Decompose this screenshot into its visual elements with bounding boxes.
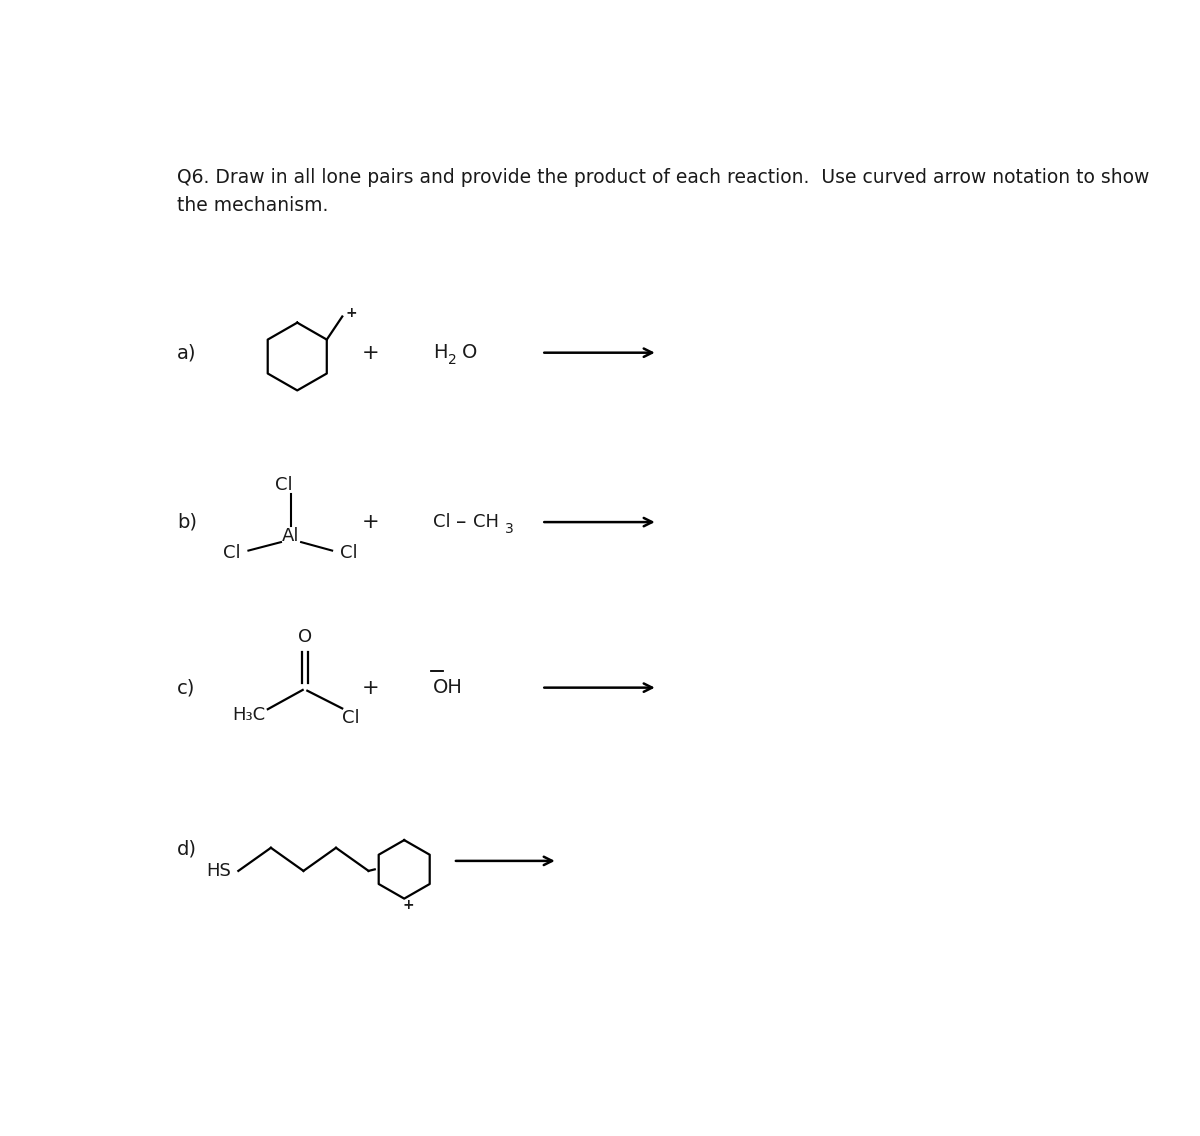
Text: +: +: [362, 678, 379, 698]
Text: 3: 3: [505, 523, 514, 536]
Text: d): d): [178, 840, 197, 859]
Text: –: –: [456, 512, 467, 532]
Text: the mechanism.: the mechanism.: [178, 197, 329, 216]
Text: b): b): [178, 512, 197, 532]
Text: +: +: [402, 897, 414, 912]
Text: Cl: Cl: [433, 513, 450, 532]
Text: OH: OH: [433, 678, 463, 698]
Text: c): c): [178, 678, 196, 698]
Text: Q6. Draw in all lone pairs and provide the product of each reaction.  Use curved: Q6. Draw in all lone pairs and provide t…: [178, 168, 1150, 187]
Text: a): a): [178, 343, 197, 362]
Text: Al: Al: [282, 527, 300, 545]
Text: 2: 2: [449, 353, 457, 367]
Text: H: H: [433, 343, 448, 362]
Text: H₃C: H₃C: [233, 707, 265, 725]
Text: Cl: Cl: [222, 544, 240, 562]
Text: +: +: [362, 512, 379, 532]
Text: +: +: [346, 306, 358, 319]
Text: CH: CH: [473, 513, 499, 532]
Text: HS: HS: [206, 862, 230, 880]
Text: Cl: Cl: [275, 476, 293, 494]
Text: +: +: [362, 343, 379, 362]
Text: O: O: [462, 343, 478, 362]
Text: O: O: [298, 628, 312, 646]
Text: Cl: Cl: [342, 710, 360, 727]
Text: Cl: Cl: [341, 544, 358, 562]
